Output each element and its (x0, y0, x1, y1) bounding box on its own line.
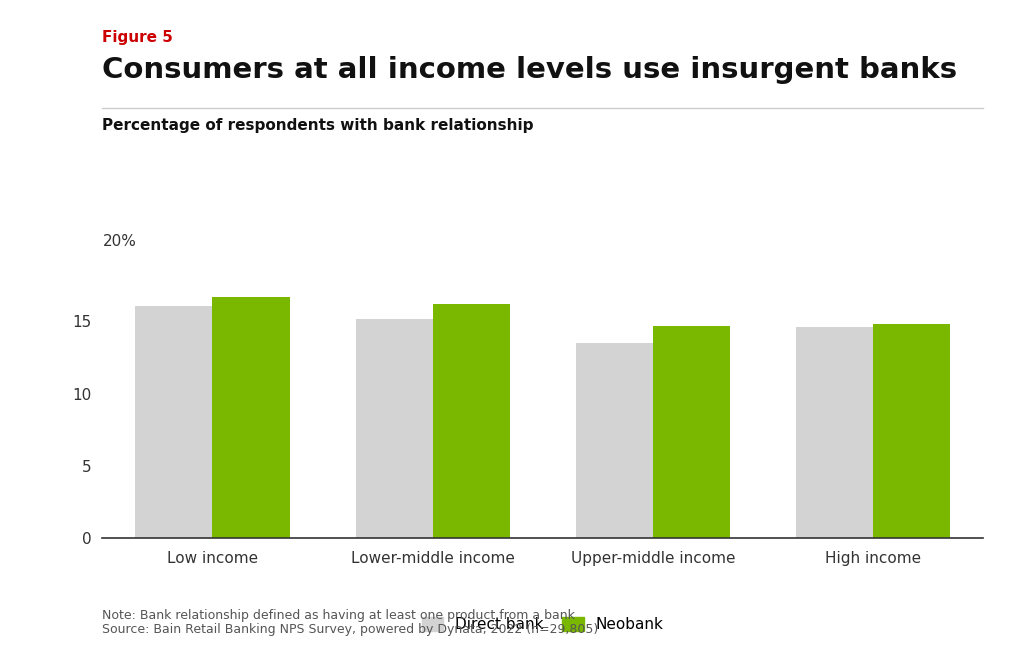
Bar (653, 326, 730, 538)
Bar (796, 327, 873, 538)
Legend: Direct bank, Neobank: Direct bank, Neobank (414, 609, 672, 640)
Bar (872, 324, 950, 538)
Bar (135, 306, 213, 538)
Bar (213, 297, 290, 538)
Text: Figure 5: Figure 5 (102, 30, 173, 45)
Text: Percentage of respondents with bank relationship: Percentage of respondents with bank rela… (102, 118, 534, 133)
Bar (575, 343, 653, 538)
Bar (432, 304, 510, 538)
Text: 20%: 20% (102, 234, 136, 249)
Text: Note: Bank relationship defined as having at least one product from a bank: Note: Bank relationship defined as havin… (102, 609, 575, 622)
Bar (355, 319, 432, 538)
Text: Consumers at all income levels use insurgent banks: Consumers at all income levels use insur… (102, 56, 957, 84)
Text: Source: Bain Retail Banking NPS Survey, powered by Dynata, 2022 (n=29,805): Source: Bain Retail Banking NPS Survey, … (102, 623, 599, 636)
